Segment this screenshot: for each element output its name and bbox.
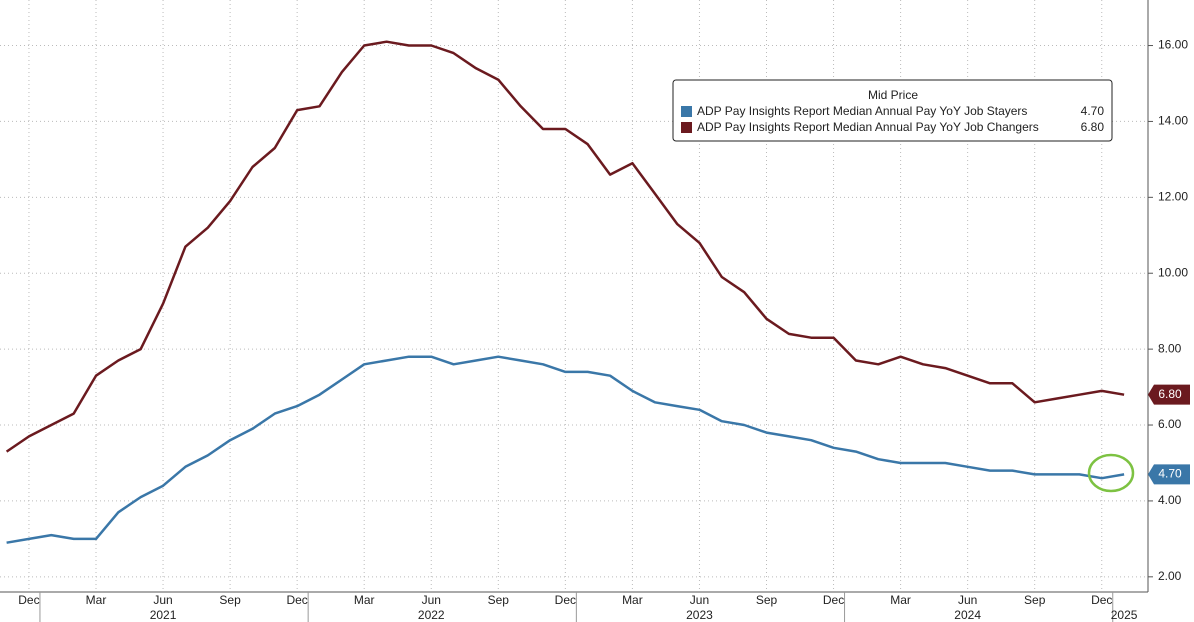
legend-title: Mid Price (868, 88, 918, 102)
legend-label: ADP Pay Insights Report Median Annual Pa… (697, 120, 1039, 134)
x-tick-label: Sep (219, 593, 241, 607)
series-line (6, 355, 1125, 544)
x-year-label: 2025 (1111, 608, 1138, 622)
y-tick-label: 4.00 (1158, 493, 1182, 507)
last-value-tag (1148, 384, 1190, 405)
last-value-label: 6.80 (1158, 387, 1182, 401)
x-tick-label: Mar (890, 593, 911, 607)
x-year-label: 2024 (954, 608, 981, 622)
y-tick-label: 16.00 (1158, 38, 1188, 52)
x-year-label: 2023 (686, 608, 713, 622)
y-tick-label: 6.00 (1158, 417, 1182, 431)
x-tick-label: Dec (18, 593, 39, 607)
x-tick-label: Jun (958, 593, 977, 607)
x-tick-label: Mar (86, 593, 107, 607)
last-value-tag (1148, 464, 1190, 485)
x-tick-label: Jun (422, 593, 441, 607)
x-tick-label: Dec (555, 593, 576, 607)
x-tick-label: Jun (153, 593, 172, 607)
y-tick-label: 8.00 (1158, 341, 1182, 355)
y-tick-label: 10.00 (1158, 265, 1188, 279)
x-tick-label: Mar (622, 593, 643, 607)
x-tick-label: Dec (286, 593, 307, 607)
legend-value: 4.70 (1081, 104, 1105, 118)
x-tick-label: Sep (488, 593, 510, 607)
x-year-label: 2022 (418, 608, 445, 622)
x-tick-label: Jun (690, 593, 709, 607)
x-tick-label: Sep (756, 593, 778, 607)
x-tick-label: Dec (1091, 593, 1112, 607)
legend-swatch (681, 122, 692, 133)
legend-swatch (681, 106, 692, 117)
legend: Mid Price ADP Pay Insights Report Median… (672, 79, 1113, 142)
legend-box (672, 79, 1113, 142)
y-tick-label: 12.00 (1158, 190, 1188, 204)
x-tick-label: Dec (823, 593, 844, 607)
legend-value: 6.80 (1081, 120, 1105, 134)
x-tick-label: Sep (1024, 593, 1046, 607)
highlight-circle (1087, 453, 1135, 493)
series-line (5, 40, 1125, 453)
last-value-label: 4.70 (1158, 467, 1182, 481)
legend-label: ADP Pay Insights Report Median Annual Pa… (697, 104, 1027, 118)
x-tick-label: Mar (354, 593, 375, 607)
y-tick-label: 14.00 (1158, 114, 1188, 128)
y-tick-label: 2.00 (1158, 569, 1182, 583)
x-year-label: 2021 (150, 608, 177, 622)
